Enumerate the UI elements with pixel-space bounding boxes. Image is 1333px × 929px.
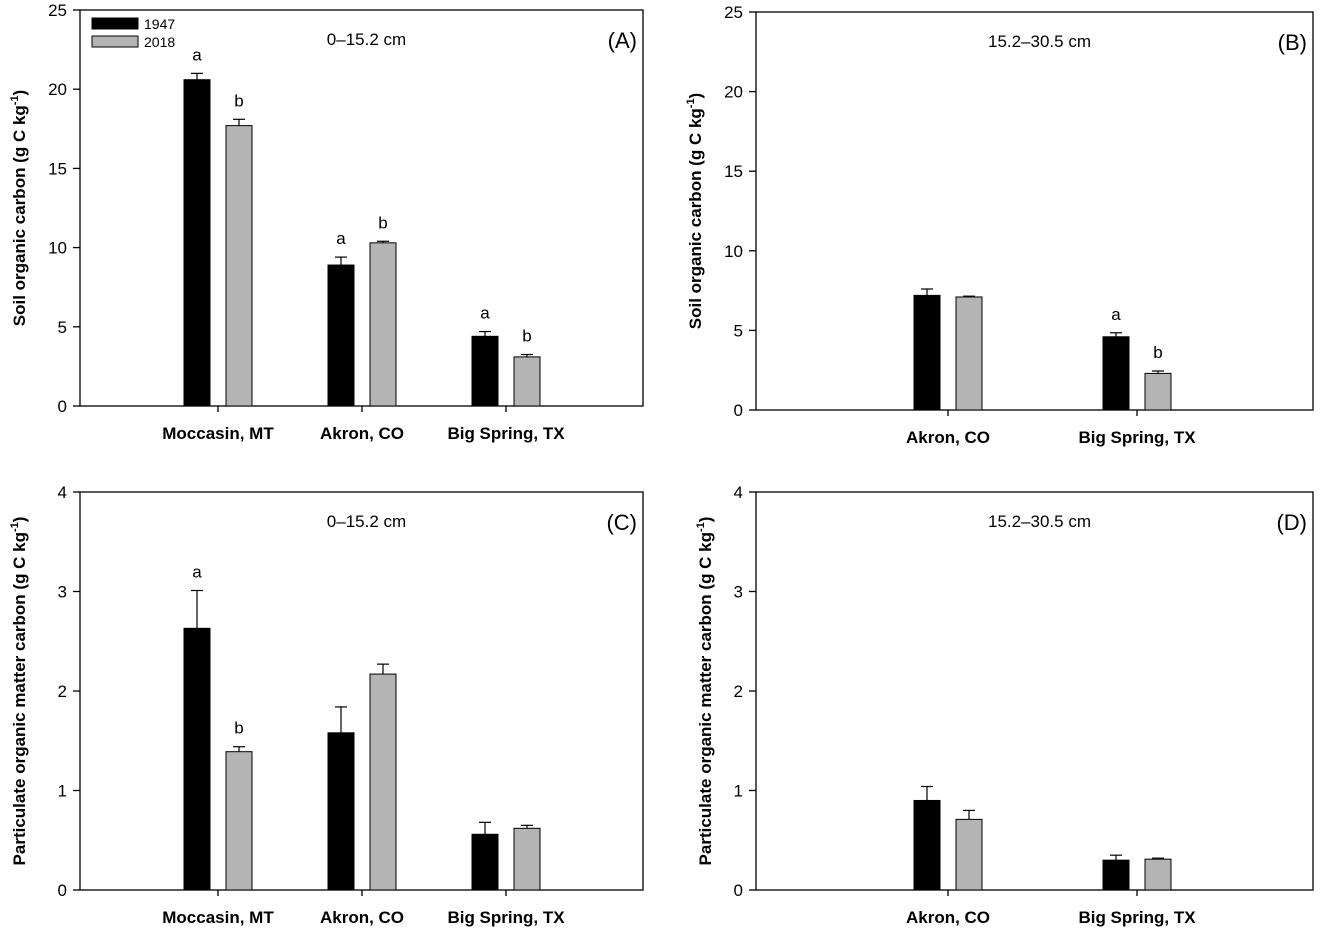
- y-tick-label: 0: [734, 881, 743, 900]
- bar-2018: [225, 751, 253, 891]
- y-axis-label: Particulate organic matter carbon (g C k…: [9, 517, 29, 866]
- y-tick-label: 4: [734, 483, 743, 502]
- plot-frame: [79, 9, 644, 407]
- category-label: Moccasin, MT: [162, 424, 274, 443]
- y-axis-label: Particulate organic matter carbon (g C k…: [695, 517, 715, 866]
- y-tick-label: 25: [724, 3, 743, 22]
- panel-letter: (D): [1276, 510, 1307, 535]
- legend-label: 2018: [144, 34, 175, 50]
- bar-1947: [327, 264, 355, 407]
- y-axis-label: Soil organic carbon (g C kg-1): [685, 93, 705, 329]
- category-label: Moccasin, MT: [162, 908, 274, 927]
- depth-label: 0–15.2 cm: [327, 512, 406, 531]
- bar-2018: [513, 827, 541, 891]
- significance-label: a: [192, 45, 202, 64]
- bar-1947: [913, 799, 941, 891]
- bar-1947: [913, 294, 941, 411]
- significance-label: b: [522, 327, 531, 346]
- category-label: Big Spring, TX: [1078, 908, 1196, 927]
- category-label: Big Spring, TX: [447, 424, 565, 443]
- depth-label: 0–15.2 cm: [327, 30, 406, 49]
- bar-1947: [327, 732, 355, 891]
- y-tick-label: 25: [48, 1, 67, 20]
- legend-swatch-1947: [91, 17, 139, 30]
- y-tick-label: 10: [724, 242, 743, 261]
- bar-2018: [369, 242, 397, 407]
- bar-2018: [369, 673, 397, 891]
- y-tick-label: 1: [58, 782, 67, 801]
- chart-panel-4: 0 1 2 3 4 Particulate organic matter carbon (…: [695, 483, 1314, 927]
- y-tick-label: 15: [724, 162, 743, 181]
- y-tick-label: 5: [58, 318, 67, 337]
- legend: 1947 2018: [91, 16, 175, 50]
- y-tick-label: 20: [724, 83, 743, 102]
- y-tick-label: 2: [58, 682, 67, 701]
- plot-frame: [755, 491, 1314, 891]
- bar-2018: [513, 356, 541, 407]
- depth-label: 15.2–30.5 cm: [988, 32, 1091, 51]
- significance-label: b: [234, 91, 243, 110]
- bar-1947: [471, 833, 499, 891]
- bar-2018: [955, 296, 983, 411]
- chart-panel-3: 0 1 2 3 4 Particulate organic matter carbon (…: [9, 483, 644, 927]
- y-tick-label: 1: [734, 782, 743, 801]
- chart-panel-1: 0 5 10 15 20 25 Soil organic carbon (g C kg-1)…: [9, 1, 644, 443]
- category-label: Big Spring, TX: [447, 908, 565, 927]
- y-tick-label: 2: [734, 682, 743, 701]
- y-axis-label: Soil organic carbon (g C kg-1): [9, 90, 29, 326]
- chart-panel-2: 0 5 10 15 20 25 Soil organic carbon (g C kg-1)…: [685, 3, 1314, 447]
- significance-label: b: [234, 719, 243, 738]
- bar-1947: [1102, 859, 1130, 891]
- plot-frame: [79, 491, 644, 891]
- category-label: Big Spring, TX: [1078, 428, 1196, 447]
- legend-label: 1947: [144, 16, 175, 32]
- depth-label: 15.2–30.5 cm: [988, 512, 1091, 531]
- significance-label: a: [192, 563, 202, 582]
- bar-2018: [1144, 858, 1172, 891]
- category-label: Akron, CO: [320, 908, 404, 927]
- bar-1947: [471, 335, 499, 407]
- y-tick-label: 3: [58, 583, 67, 602]
- category-label: Akron, CO: [906, 908, 990, 927]
- y-tick-label: 4: [58, 483, 67, 502]
- y-tick-label: 0: [58, 397, 67, 416]
- plot-frame: [755, 11, 1314, 411]
- panel-letter: (A): [608, 28, 637, 53]
- y-tick-label: 5: [734, 321, 743, 340]
- bar-1947: [1102, 336, 1130, 411]
- y-tick-label: 3: [734, 583, 743, 602]
- category-label: Akron, CO: [320, 424, 404, 443]
- panel-letter: (B): [1278, 30, 1307, 55]
- significance-label: a: [336, 229, 346, 248]
- y-tick-label: 10: [48, 239, 67, 258]
- legend-swatch-2018: [91, 35, 139, 48]
- bar-1947: [183, 79, 211, 407]
- significance-label: a: [480, 304, 490, 323]
- panel-letter: (C): [606, 510, 637, 535]
- significance-label: b: [378, 213, 387, 232]
- bar-2018: [225, 125, 253, 407]
- bar-2018: [955, 818, 983, 891]
- significance-label: a: [1111, 305, 1121, 324]
- bar-1947: [183, 627, 211, 891]
- y-tick-label: 15: [48, 159, 67, 178]
- bar-2018: [1144, 372, 1172, 411]
- significance-label: b: [1153, 343, 1162, 362]
- category-label: Akron, CO: [906, 428, 990, 447]
- y-tick-label: 20: [48, 80, 67, 99]
- y-tick-label: 0: [734, 401, 743, 420]
- y-tick-label: 0: [58, 881, 67, 900]
